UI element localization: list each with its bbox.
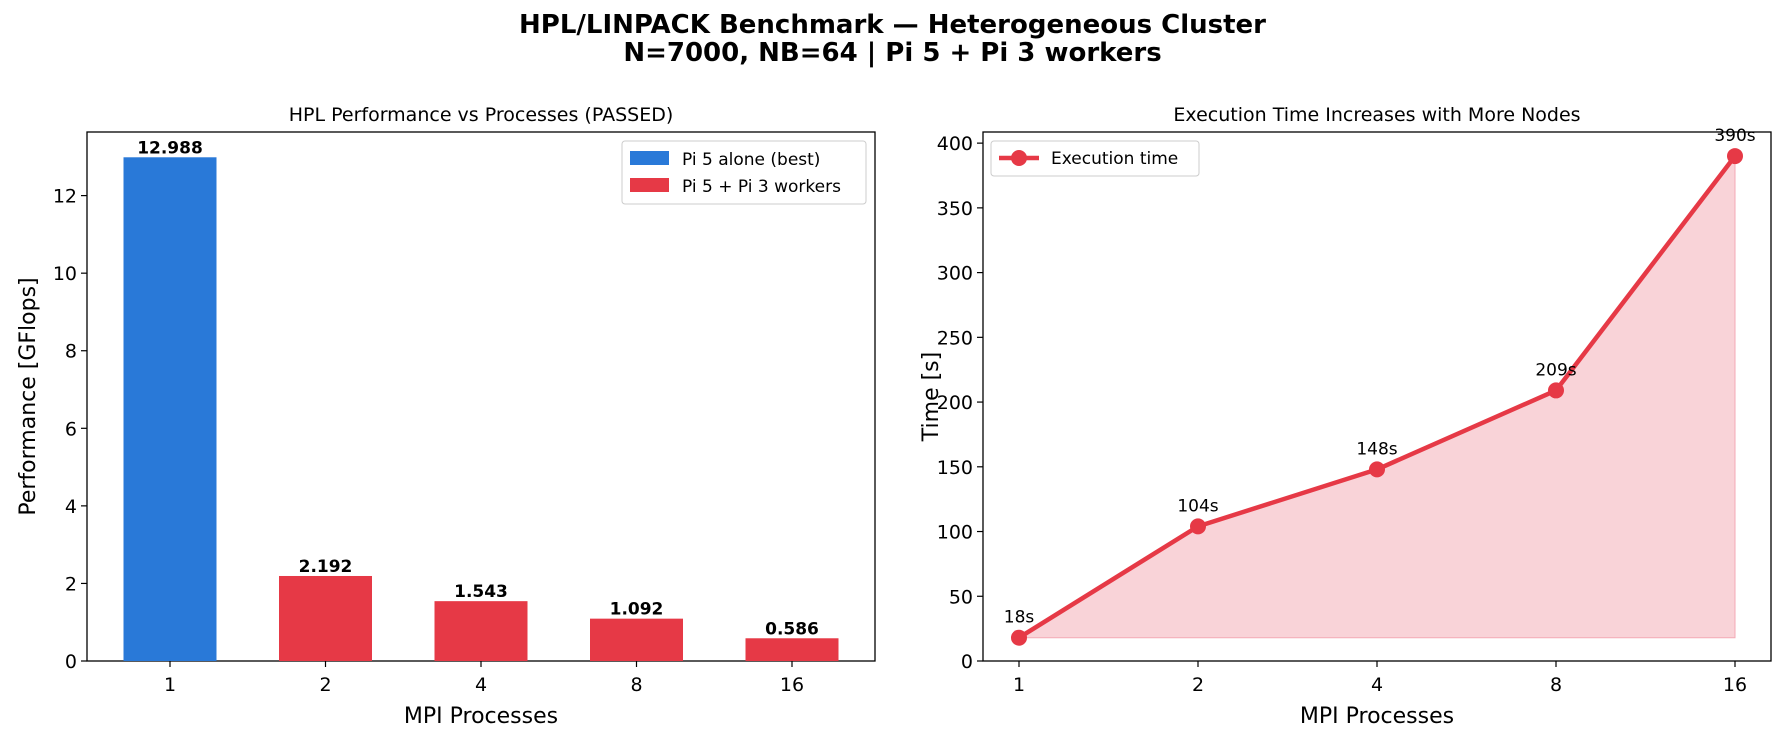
bar-ytick-label: 0 xyxy=(65,651,77,673)
line-ytick-label: 200 xyxy=(937,392,973,414)
bar-title: HPL Performance vs Processes (PASSED) xyxy=(289,104,674,126)
time-value-label: 104s xyxy=(1177,496,1218,516)
bar-value-label: 2.192 xyxy=(299,557,353,577)
line-xtick-label: 2 xyxy=(1192,674,1204,696)
bar-xtick-label: 1 xyxy=(164,674,176,696)
legend-swatch xyxy=(630,178,669,192)
time-point-8 xyxy=(1548,382,1564,399)
time-value-label: 209s xyxy=(1535,360,1576,380)
legend-label: Pi 5 + Pi 3 workers xyxy=(682,177,841,197)
bar-ytick-label: 2 xyxy=(65,573,77,595)
bar-xtick-label: 16 xyxy=(780,674,804,696)
time-point-1 xyxy=(1011,629,1027,646)
legend-label: Execution time xyxy=(1051,149,1178,169)
bar-xlabel: MPI Processes xyxy=(404,704,558,729)
time-point-16 xyxy=(1727,148,1743,165)
line-ylabel: Time [s] xyxy=(919,352,944,442)
bar-ylabel: Performance [GFlops] xyxy=(16,277,41,515)
bar-value-label: 0.586 xyxy=(765,619,819,639)
line-legend-box xyxy=(990,140,1200,177)
time-point-4 xyxy=(1369,461,1385,478)
legend-swatch xyxy=(630,151,669,165)
bar-xtick-label: 2 xyxy=(319,674,331,696)
line-xlabel: MPI Processes xyxy=(1300,704,1454,729)
line-ytick-label: 0 xyxy=(961,651,973,673)
bar-ytick-label: 6 xyxy=(65,418,77,440)
bar-xtick-label: 4 xyxy=(475,674,487,696)
line-ytick-label: 150 xyxy=(937,457,973,479)
line-ytick-label: 300 xyxy=(937,263,973,285)
bar-1 xyxy=(123,157,217,662)
bar-value-label: 12.988 xyxy=(137,138,203,158)
line-title: Execution Time Increases with More Nodes xyxy=(1173,104,1580,126)
bar-ytick-label: 12 xyxy=(53,186,77,208)
bar-value-label: 1.543 xyxy=(454,582,508,602)
time-point-2 xyxy=(1190,518,1206,535)
line-ytick-label: 100 xyxy=(937,522,973,544)
figure-subtitle: N=7000, NB=64 | Pi 5 + Pi 3 workers xyxy=(623,38,1162,68)
bar-ytick-label: 10 xyxy=(53,263,77,285)
line-xtick-label: 8 xyxy=(1550,674,1562,696)
line-xtick-label: 1 xyxy=(1013,674,1025,696)
time-value-label: 390s xyxy=(1714,126,1755,146)
line-ytick-label: 400 xyxy=(937,133,973,155)
bar-ytick-label: 8 xyxy=(65,341,77,363)
bar-legend-box xyxy=(621,140,867,205)
bar-xtick-label: 8 xyxy=(630,674,642,696)
bar-ytick-label: 4 xyxy=(65,496,77,518)
legend-marker xyxy=(1011,150,1027,166)
line-xtick-label: 16 xyxy=(1723,674,1747,696)
time-area-fill xyxy=(1017,154,1736,639)
legend-label: Pi 5 alone (best) xyxy=(682,150,820,170)
line-xtick-label: 4 xyxy=(1371,674,1383,696)
line-ytick-label: 50 xyxy=(949,586,973,608)
bar-value-label: 1.092 xyxy=(610,600,664,620)
figure-title: HPL/LINPACK Benchmark — Heterogeneous Cl… xyxy=(519,10,1266,40)
time-value-label: 148s xyxy=(1356,439,1397,459)
line-ytick-label: 250 xyxy=(937,327,973,349)
bar-4 xyxy=(434,601,528,661)
bar-16 xyxy=(745,638,839,661)
bar-2 xyxy=(279,575,372,661)
time-value-label: 18s xyxy=(1004,608,1035,628)
line-ytick-label: 350 xyxy=(937,198,973,220)
bar-8 xyxy=(590,618,683,661)
